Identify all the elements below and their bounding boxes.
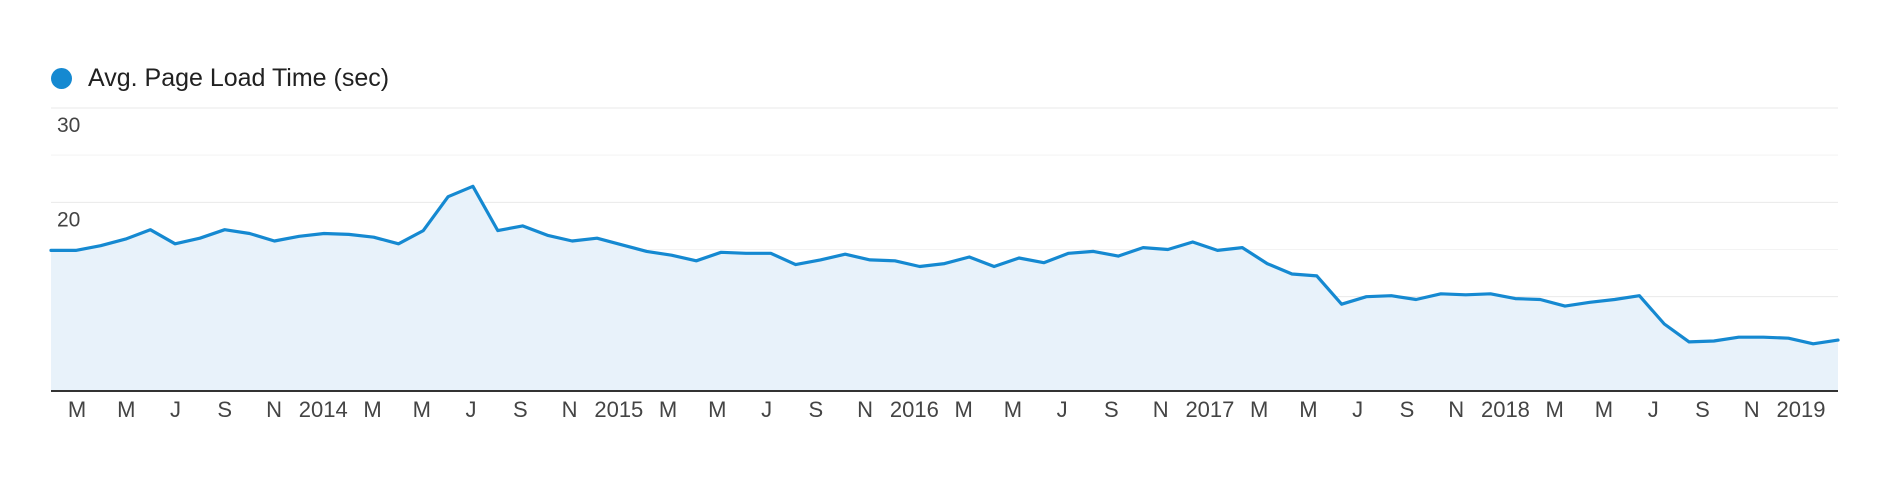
x-tick-label: M (363, 397, 381, 422)
x-tick-label: M (954, 397, 972, 422)
x-tick-label: M (1250, 397, 1268, 422)
x-tick-label: S (513, 397, 528, 422)
x-tick-label: M (1595, 397, 1613, 422)
legend-label: Avg. Page Load Time (sec) (88, 64, 390, 92)
y-tick-label: 20 (57, 208, 80, 231)
x-tick-label: 2017 (1185, 397, 1234, 422)
x-tick-label: M (117, 397, 135, 422)
x-tick-label: M (708, 397, 726, 422)
x-tick-label: S (1104, 397, 1119, 422)
x-tick-label: M (1004, 397, 1022, 422)
x-tick-label: N (1448, 397, 1464, 422)
series-line (49, 184, 1840, 346)
x-tick-label: M (1299, 397, 1317, 422)
x-tick-label: J (761, 397, 772, 422)
x-tick-label: 2019 (1777, 397, 1826, 422)
x-tick-label: 2014 (299, 397, 348, 422)
x-tick-label: M (659, 397, 677, 422)
legend[interactable]: Avg. Page Load Time (sec) (51, 66, 389, 91)
x-tick-label: 2015 (594, 397, 643, 422)
x-tick-label: N (857, 397, 873, 422)
x-tick-label: N (1744, 397, 1760, 422)
x-tick-label: N (266, 397, 282, 422)
x-tick-label: J (1648, 397, 1659, 422)
x-tick-label: 2016 (890, 397, 939, 422)
x-tick-label: J (1057, 397, 1068, 422)
x-tick-label: J (170, 397, 181, 422)
x-tick-label: 2018 (1481, 397, 1530, 422)
x-tick-label: S (809, 397, 824, 422)
x-tick-label: S (1695, 397, 1710, 422)
x-tick-label: N (562, 397, 578, 422)
legend-dot-icon (51, 68, 72, 89)
x-tick-label: J (466, 397, 477, 422)
x-tick-label: M (1546, 397, 1564, 422)
x-tick-label: M (413, 397, 431, 422)
x-tick-label: N (1153, 397, 1169, 422)
x-tick-label: S (217, 397, 232, 422)
x-tick-label: S (1400, 397, 1415, 422)
x-tick-label: M (68, 397, 86, 422)
y-tick-label: 30 (57, 114, 80, 137)
series-area (51, 186, 1838, 391)
x-tick-label: J (1352, 397, 1363, 422)
